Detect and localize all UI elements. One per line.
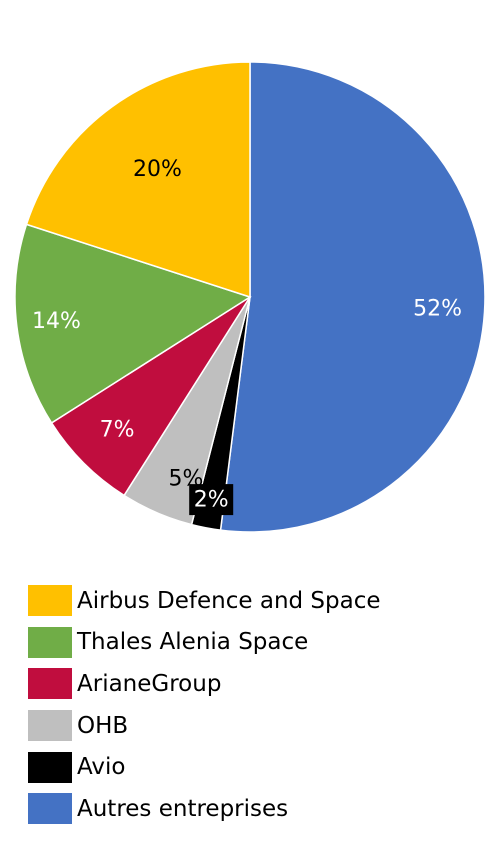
pie-slice-thales-alenia-space: [14, 223, 252, 424]
legend-label: ArianeGroup: [77, 670, 222, 697]
pie-slice-autres-entreprises: [219, 61, 486, 533]
pie-slices: [14, 61, 486, 533]
legend-item-avio: Avio: [28, 746, 488, 788]
legend-label: Thales Alenia Space: [77, 629, 309, 656]
legend-swatch: [28, 710, 72, 742]
legend-label: Airbus Defence and Space: [77, 587, 381, 614]
legend-swatch: [28, 668, 72, 700]
legend-swatch: [28, 793, 72, 825]
legend-swatch: [28, 626, 72, 658]
data-label-ohb: 5%: [169, 466, 204, 491]
pie-slice-airbus-defence-and-space: [25, 61, 251, 299]
data-label-background: [189, 484, 234, 516]
pie-chart: 52% 2%5% 7% 14% 20%: [14, 61, 486, 533]
legend-swatch: [28, 585, 72, 617]
data-label-airbus-defence-and-space: 20%: [133, 157, 182, 182]
pie-data-labels: 52% 2%5% 7% 14% 20%: [32, 157, 462, 516]
pie-slice-arianegroup: [50, 296, 251, 497]
legend-label: Avio: [77, 754, 126, 781]
legend-item-arianegroup: ArianeGroup: [28, 663, 488, 705]
data-label-thales-alenia-space: 14%: [32, 309, 81, 334]
legend-item-airbus: Airbus Defence and Space: [28, 580, 488, 622]
data-label-autres-entreprises: 52%: [413, 296, 462, 321]
legend-item-autres: Autres entreprises: [28, 788, 488, 830]
data-label-arianegroup: 7%: [100, 417, 135, 442]
legend-label: Autres entreprises: [77, 795, 289, 822]
legend-swatch: [28, 751, 72, 783]
legend-item-thales: Thales Alenia Space: [28, 622, 488, 664]
data-label-avio: 2%: [194, 488, 229, 513]
legend-label: OHB: [77, 712, 129, 739]
chart-legend: Airbus Defence and Space Thales Alenia S…: [28, 580, 488, 830]
legend-item-ohb: OHB: [28, 705, 488, 747]
